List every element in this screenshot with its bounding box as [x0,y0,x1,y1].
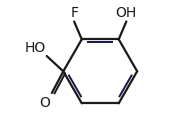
Text: HO: HO [24,41,46,55]
Text: F: F [70,6,78,20]
Text: OH: OH [116,6,137,20]
Text: O: O [40,95,51,110]
